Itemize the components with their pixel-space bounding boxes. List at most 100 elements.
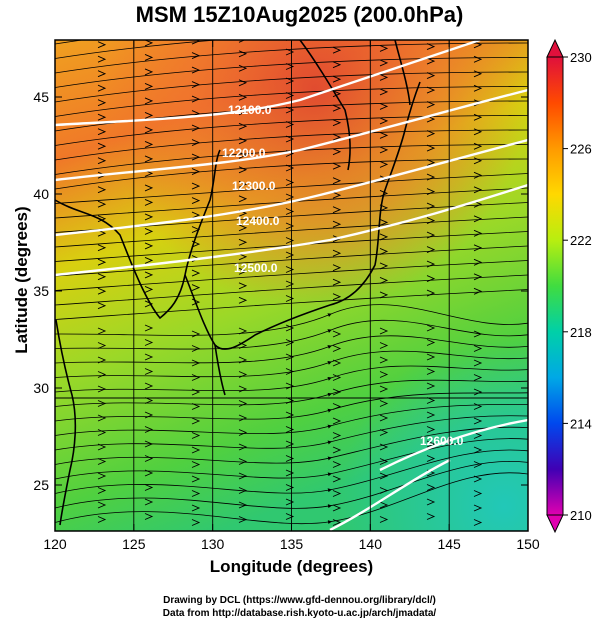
colorbar-tick-label: 222 bbox=[570, 233, 592, 248]
streamline-arrow bbox=[238, 137, 248, 145]
streamline-arrow bbox=[191, 519, 201, 526]
streamline-arrow bbox=[379, 102, 389, 110]
streamline-arrow bbox=[426, 339, 436, 346]
x-axis-ticks: 120 125 130 135 140 145 150 bbox=[43, 40, 540, 552]
streamline-arrow bbox=[97, 302, 107, 310]
streamline-arrow bbox=[332, 133, 342, 141]
streamline-arrow bbox=[332, 278, 342, 286]
streamline-arrow bbox=[238, 516, 248, 523]
streamline-arrow bbox=[98, 27, 105, 33]
streamline-arrow bbox=[379, 429, 389, 436]
streamline-arrow bbox=[144, 469, 154, 477]
streamline-arrow bbox=[191, 461, 201, 468]
streamline-arrow bbox=[238, 356, 248, 364]
streamline-arrow bbox=[332, 148, 342, 156]
streamline-arrow bbox=[379, 516, 389, 523]
streamline-arrow bbox=[332, 220, 342, 228]
streamline-arrow bbox=[333, 18, 340, 24]
streamline-arrow bbox=[332, 388, 342, 396]
streamline-arrow bbox=[144, 324, 154, 332]
streamline-arrow bbox=[238, 238, 248, 246]
streamline bbox=[55, 304, 528, 336]
streamline-arrow bbox=[97, 70, 107, 78]
streamline-arrow bbox=[97, 273, 107, 281]
streamline-arrow bbox=[426, 382, 436, 390]
streamline-arrow bbox=[285, 237, 295, 244]
streamline-arrow bbox=[379, 204, 389, 212]
streamline-arrow bbox=[379, 233, 389, 241]
streamline-arrow bbox=[285, 63, 295, 70]
streamline-arrow bbox=[144, 68, 154, 76]
streamline-arrow bbox=[285, 440, 295, 448]
streamline-arrow bbox=[426, 368, 436, 375]
geopotential-contours bbox=[55, 40, 528, 531]
streamline-arrow bbox=[473, 374, 483, 381]
streamline-arrow bbox=[238, 400, 248, 407]
streamline-arrow bbox=[286, 20, 293, 26]
streamline-arrow bbox=[238, 371, 248, 378]
streamline-arrow bbox=[144, 256, 154, 264]
streamline-arrow bbox=[144, 484, 154, 491]
streamline-arrow bbox=[97, 385, 107, 393]
streamline-arrow bbox=[97, 142, 107, 150]
streamline-arrow bbox=[332, 90, 342, 98]
streamline-arrow bbox=[97, 414, 107, 422]
colorbar bbox=[546, 38, 564, 534]
streamline-arrow bbox=[379, 131, 389, 139]
streamline-arrow bbox=[191, 330, 201, 338]
streamline-arrow bbox=[473, 504, 483, 512]
streamline-arrow bbox=[379, 400, 389, 407]
streamline-arrow bbox=[379, 73, 389, 81]
colorbar-ticks: 230 226 222 218 214 210 bbox=[563, 50, 592, 523]
streamline-arrow bbox=[238, 385, 248, 393]
streamline-arrow bbox=[285, 92, 295, 99]
streamline-arrow bbox=[379, 247, 389, 255]
streamline-arrow bbox=[473, 446, 483, 454]
streamline-arrow bbox=[426, 173, 436, 181]
streamline bbox=[55, 415, 528, 451]
lat-lon-grid bbox=[55, 40, 528, 531]
streamline-arrow bbox=[97, 41, 107, 49]
streamline-arrow bbox=[238, 443, 248, 451]
streamline-arrow bbox=[191, 345, 201, 352]
streamline-arrow bbox=[379, 342, 389, 349]
streamline-arrow bbox=[238, 429, 248, 436]
streamline-arrow bbox=[473, 359, 483, 367]
streamline-arrow bbox=[426, 246, 436, 254]
y-axis-label: Latitude (degrees) bbox=[12, 206, 31, 354]
streamline-arrow bbox=[144, 426, 154, 433]
streamline-arrow bbox=[473, 128, 483, 136]
streamline-arrow bbox=[332, 104, 342, 112]
streamline-arrow bbox=[144, 111, 154, 119]
streamline-arrow bbox=[191, 475, 201, 483]
streamline-arrow bbox=[97, 215, 107, 223]
streamline-arrow bbox=[191, 388, 201, 396]
streamline-arrow bbox=[332, 249, 342, 257]
streamline-arrow bbox=[426, 484, 436, 491]
streamline-arrow bbox=[473, 519, 483, 526]
streamline bbox=[55, 365, 528, 393]
streamline-arrow bbox=[97, 128, 107, 136]
colorbar-tick-label: 226 bbox=[570, 142, 592, 157]
streamline-arrow bbox=[379, 218, 389, 226]
streamline-arrow bbox=[473, 84, 483, 92]
streamline-arrow bbox=[144, 513, 154, 520]
streamline-arrow bbox=[97, 501, 107, 509]
streamline-arrow bbox=[238, 267, 248, 275]
streamline-arrow bbox=[191, 403, 201, 410]
contour-label: 12200.0 bbox=[222, 146, 266, 160]
streamline-arrow bbox=[426, 260, 436, 268]
streamline-arrow bbox=[332, 61, 342, 69]
streamline-arrow bbox=[191, 490, 201, 497]
streamline bbox=[55, 438, 528, 480]
streamline-arrow bbox=[379, 472, 389, 480]
streamline-arrow bbox=[332, 374, 342, 381]
streamline-arrow bbox=[473, 388, 483, 396]
streamline-arrow bbox=[426, 159, 436, 167]
streamline-arrow bbox=[285, 498, 295, 506]
streamline-arrow bbox=[332, 330, 342, 338]
streamline-arrow bbox=[97, 487, 107, 494]
streamline-arrow bbox=[285, 179, 295, 186]
streamline-arrow bbox=[426, 101, 436, 109]
